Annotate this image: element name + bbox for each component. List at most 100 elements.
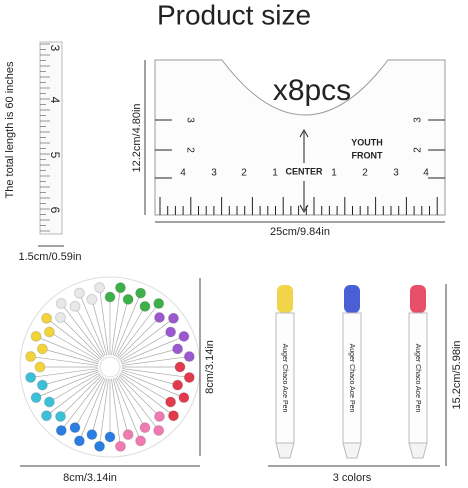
pin bbox=[119, 318, 174, 360]
pin-head bbox=[167, 312, 179, 324]
pin-head bbox=[69, 300, 81, 312]
pin bbox=[60, 375, 102, 417]
pin bbox=[112, 299, 129, 356]
arrow-head bbox=[299, 128, 309, 214]
pin bbox=[118, 317, 160, 359]
pin-head bbox=[174, 361, 186, 373]
pin bbox=[120, 336, 185, 363]
pin bbox=[61, 303, 103, 358]
pens: Auger Chaco Ace Pen Auger Chaco Ace Pen Au… bbox=[275, 285, 428, 459]
ruler-width-label: 25cm/9.84in bbox=[270, 226, 330, 238]
pens-height-label: 15.2cm/5.98in bbox=[451, 340, 463, 409]
pen-tip bbox=[342, 442, 362, 459]
pin bbox=[49, 372, 100, 403]
ruler-center: CENTER bbox=[285, 166, 323, 176]
pin bbox=[115, 306, 146, 357]
pin bbox=[120, 371, 185, 398]
pen-brand: Auger Chaco Ace Pen bbox=[281, 344, 288, 413]
pin-head bbox=[86, 293, 98, 305]
pin bbox=[120, 372, 171, 403]
pins-width-label: 8cm/3.14in bbox=[63, 472, 117, 484]
pin-head bbox=[167, 410, 179, 422]
pin-head bbox=[30, 330, 42, 342]
ruler-number: 1 bbox=[272, 168, 278, 179]
ruler-number: 2 bbox=[241, 168, 247, 179]
ruler-number: 3 bbox=[393, 168, 399, 179]
pin bbox=[46, 374, 101, 416]
tape-number: 4 bbox=[48, 97, 62, 104]
pin-hub bbox=[99, 356, 121, 378]
pin-head bbox=[41, 312, 53, 324]
pin bbox=[42, 348, 99, 365]
pen-cap bbox=[277, 285, 293, 313]
pin-head bbox=[55, 312, 67, 324]
tape-caption: The total length is 60 inches bbox=[4, 61, 16, 198]
pin-head bbox=[41, 410, 53, 422]
ruler-number: 1 bbox=[331, 168, 337, 179]
pin-head bbox=[55, 410, 67, 422]
pin-head bbox=[165, 396, 177, 408]
tape-measure bbox=[39, 41, 63, 235]
tape-number: 5 bbox=[48, 152, 62, 159]
pin-head bbox=[30, 392, 42, 404]
pin bbox=[99, 378, 109, 447]
pin bbox=[79, 377, 106, 442]
pin-head bbox=[114, 282, 126, 294]
pen-cap bbox=[410, 285, 426, 313]
pin bbox=[74, 306, 105, 357]
pin bbox=[30, 368, 99, 378]
pin-head bbox=[165, 326, 177, 338]
pin bbox=[35, 336, 100, 363]
pin-head bbox=[139, 422, 151, 434]
pin bbox=[46, 318, 101, 360]
pin bbox=[91, 378, 108, 435]
pin bbox=[49, 331, 100, 362]
pin bbox=[114, 292, 141, 357]
ruler-side-number: 2 bbox=[413, 147, 424, 153]
pin-head bbox=[183, 351, 195, 363]
pin-head bbox=[104, 431, 116, 443]
pin-head bbox=[172, 343, 184, 355]
pin bbox=[74, 377, 105, 428]
pin bbox=[99, 287, 109, 356]
quantity: x8pcs bbox=[273, 74, 351, 107]
pin bbox=[115, 377, 146, 428]
pin bbox=[35, 371, 100, 398]
pin-head bbox=[122, 293, 134, 305]
pin bbox=[121, 368, 190, 378]
ruler-side-number: 3 bbox=[413, 117, 424, 123]
pin-head bbox=[25, 371, 37, 383]
ruler-number: 2 bbox=[362, 168, 368, 179]
pin-head bbox=[94, 282, 106, 294]
pins bbox=[25, 282, 195, 452]
pen-tip bbox=[408, 442, 428, 459]
pin bbox=[111, 287, 121, 356]
ruler-side-number: 2 bbox=[184, 147, 195, 153]
tape-number: 3 bbox=[48, 45, 62, 52]
pin bbox=[30, 356, 99, 366]
ruler-number: 3 bbox=[211, 168, 217, 179]
pin bbox=[114, 377, 141, 442]
pin-head bbox=[25, 351, 37, 363]
pin-head bbox=[153, 298, 165, 310]
pin-head bbox=[94, 440, 106, 452]
pin bbox=[121, 348, 178, 365]
pin-head bbox=[135, 435, 147, 447]
tshirt-ruler bbox=[154, 59, 446, 216]
pin-head bbox=[139, 300, 151, 312]
pin-head bbox=[73, 287, 85, 299]
pin-head bbox=[36, 343, 48, 355]
pin-head bbox=[36, 379, 48, 391]
tape-number: 6 bbox=[48, 207, 62, 214]
pin-head bbox=[172, 379, 184, 391]
ruler-number: 4 bbox=[180, 168, 186, 179]
pin bbox=[120, 331, 171, 362]
pen-brand: Auger Chaco Ace Pen bbox=[414, 344, 421, 413]
title: Product size bbox=[157, 0, 311, 30]
pin bbox=[79, 292, 106, 357]
ruler-number: 4 bbox=[423, 168, 429, 179]
pin-head bbox=[69, 422, 81, 434]
pin bbox=[111, 378, 121, 447]
pin-head bbox=[122, 429, 134, 441]
pin-head bbox=[114, 440, 126, 452]
